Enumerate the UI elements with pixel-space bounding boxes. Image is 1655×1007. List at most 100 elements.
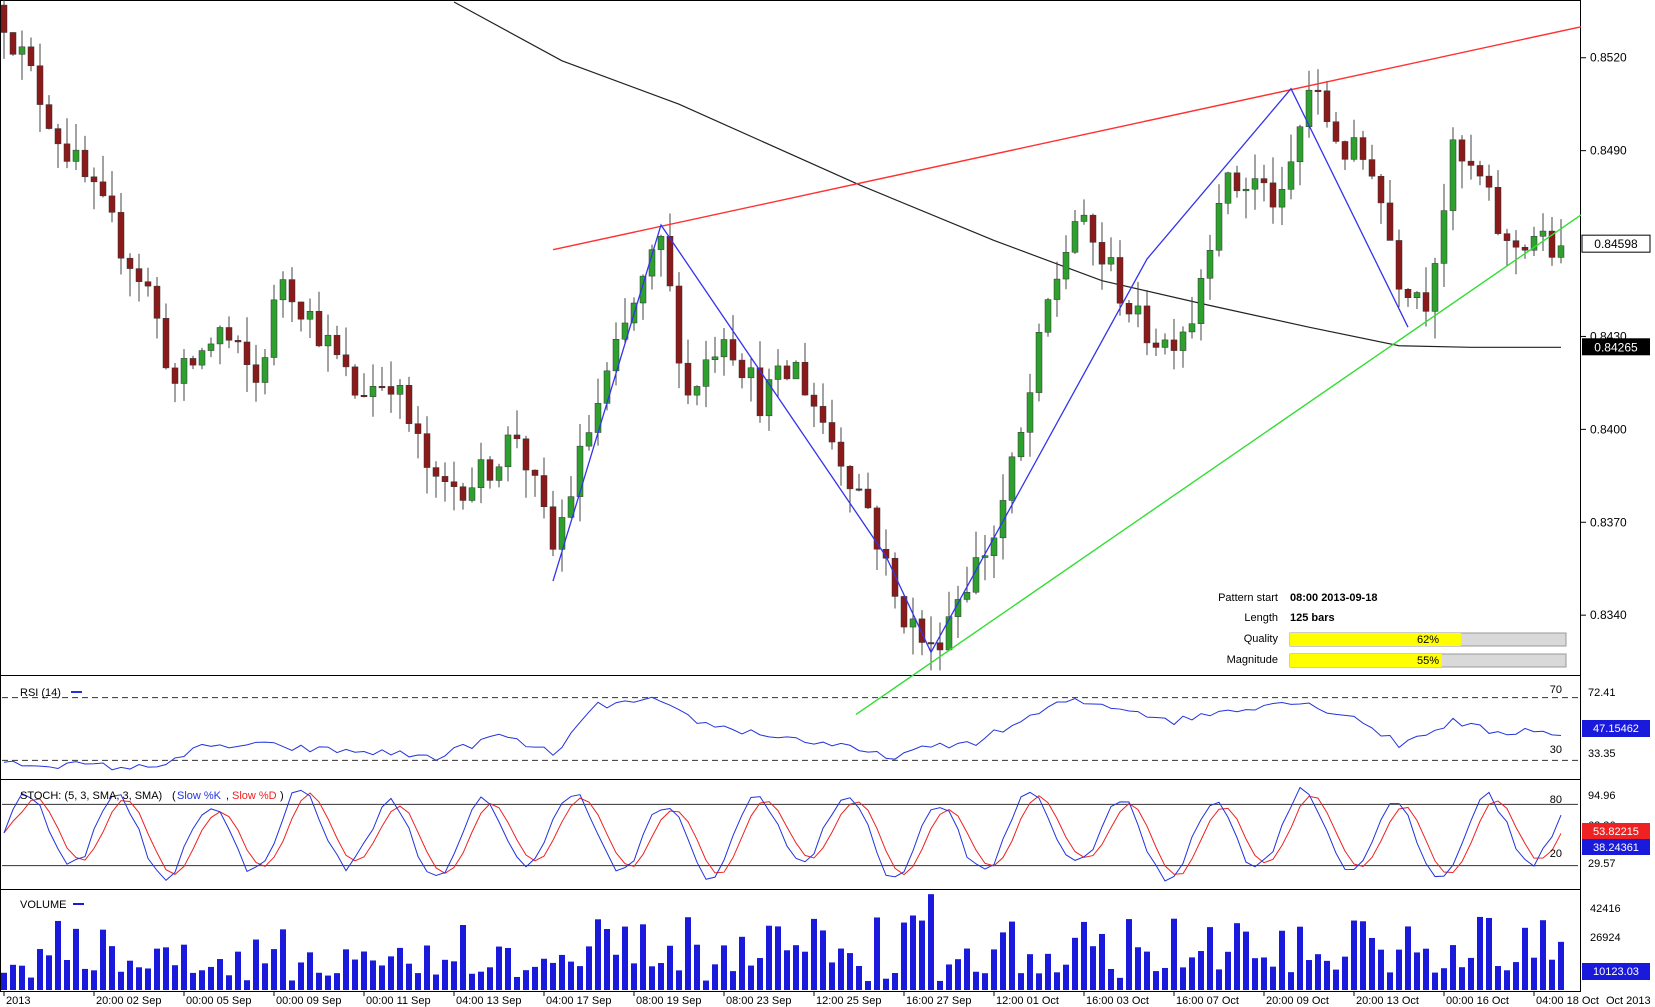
volume-bar (1243, 931, 1249, 990)
candle-body (1323, 90, 1331, 122)
volume-bar (424, 945, 430, 990)
volume-bar (856, 965, 862, 990)
candle-body (324, 334, 332, 347)
stoch-k-current: 38.24361 (1593, 842, 1639, 854)
candle-body (1539, 230, 1547, 237)
volume-bar (937, 980, 943, 990)
candle-body (1053, 278, 1061, 300)
volume-bar (469, 973, 475, 990)
volume-bar (1198, 951, 1204, 990)
candle-body (216, 327, 224, 345)
volume-bar (1126, 919, 1132, 990)
candle-body (1242, 188, 1250, 192)
magnitude-value: 55% (1417, 655, 1439, 667)
candle-body (1413, 292, 1421, 298)
volume-bar (100, 929, 106, 990)
volume-bar (595, 919, 601, 990)
candle-body (414, 423, 422, 434)
volume-bar (217, 959, 223, 990)
candle-body (585, 432, 593, 447)
candle-body (360, 395, 368, 398)
candle-body (837, 441, 845, 467)
volume-bar (334, 973, 340, 990)
candle-body (1125, 302, 1133, 315)
stoch-upper-level: 80 (1550, 794, 1562, 806)
candle-body (927, 642, 935, 645)
volume-bar (847, 953, 853, 990)
candle-body (1017, 432, 1025, 458)
candle-body (243, 341, 251, 365)
volume-bar (1441, 968, 1447, 990)
rsi-current-value: 47.15462 (1593, 723, 1639, 735)
volume-bar (766, 925, 772, 990)
volume-bar (271, 949, 277, 990)
candle-body (36, 65, 44, 105)
stoch-d-current: 53.82215 (1593, 826, 1639, 838)
volume-bar (1405, 926, 1411, 990)
candle-body (945, 616, 953, 651)
candle-body (792, 361, 800, 380)
volume-bar (667, 945, 673, 990)
volume-bar (865, 981, 871, 990)
candle-body (1035, 332, 1043, 393)
volume-bar (1306, 960, 1312, 990)
current-price-tag (1581, 234, 1651, 253)
volume-bar (370, 960, 376, 990)
candle-body (1044, 299, 1052, 333)
candle-body (1089, 214, 1097, 243)
volume-bar (1117, 977, 1123, 990)
stoch-lower-level: 20 (1550, 848, 1562, 860)
volume-bar (451, 961, 457, 990)
volume-bar (1423, 948, 1429, 990)
candle-body (0, 4, 8, 33)
volume-bar (1387, 972, 1393, 990)
volume-bar (1135, 947, 1141, 990)
candle-body (684, 362, 692, 396)
candle-body (1062, 252, 1070, 280)
volume-bar (1054, 972, 1060, 990)
stoch-d-label: Slow %D (232, 790, 277, 802)
volume-bar (1414, 952, 1420, 990)
volume-bar (1081, 921, 1087, 990)
candle-body (1287, 161, 1295, 190)
candle-body (432, 467, 440, 477)
volume-bar (1063, 964, 1069, 990)
volume-bar (280, 929, 286, 990)
volume-axis-mid: 26924 (1590, 932, 1621, 944)
volume-bar (109, 946, 115, 990)
volume-bar (676, 970, 682, 990)
volume-bar (1297, 926, 1303, 990)
volume-bar (1027, 954, 1033, 990)
candle-body (1395, 240, 1403, 290)
volume-bar (1153, 971, 1159, 990)
volume-bar (694, 944, 700, 990)
candle-body (261, 357, 269, 383)
candle-body (144, 281, 152, 287)
volume-bar (883, 978, 889, 990)
candle-body (855, 488, 863, 491)
candle-body (1161, 339, 1169, 348)
candle-body (1512, 240, 1520, 248)
time-tick-label: 00:00 05 Sep (186, 995, 251, 1007)
volume-bar (514, 976, 520, 990)
candle-body (54, 128, 62, 145)
volume-bar (1360, 921, 1366, 990)
volume-bar (739, 936, 745, 990)
volume-bar (1315, 954, 1321, 990)
candle-body (288, 279, 296, 303)
volume-bar (838, 948, 844, 990)
rsi-lower-level: 30 (1550, 744, 1562, 756)
candle-body (603, 370, 611, 404)
candle-body (126, 257, 134, 269)
candle-body (198, 350, 206, 366)
candle-body (531, 469, 539, 476)
rsi-indicator (2, 696, 1578, 771)
candle-body (1134, 305, 1142, 315)
candle-body (639, 275, 647, 304)
volume-bar (46, 955, 52, 990)
volume-bar (226, 975, 232, 990)
candle-body (1179, 331, 1187, 351)
volume-bar (1450, 945, 1456, 990)
candle-body (522, 438, 530, 471)
